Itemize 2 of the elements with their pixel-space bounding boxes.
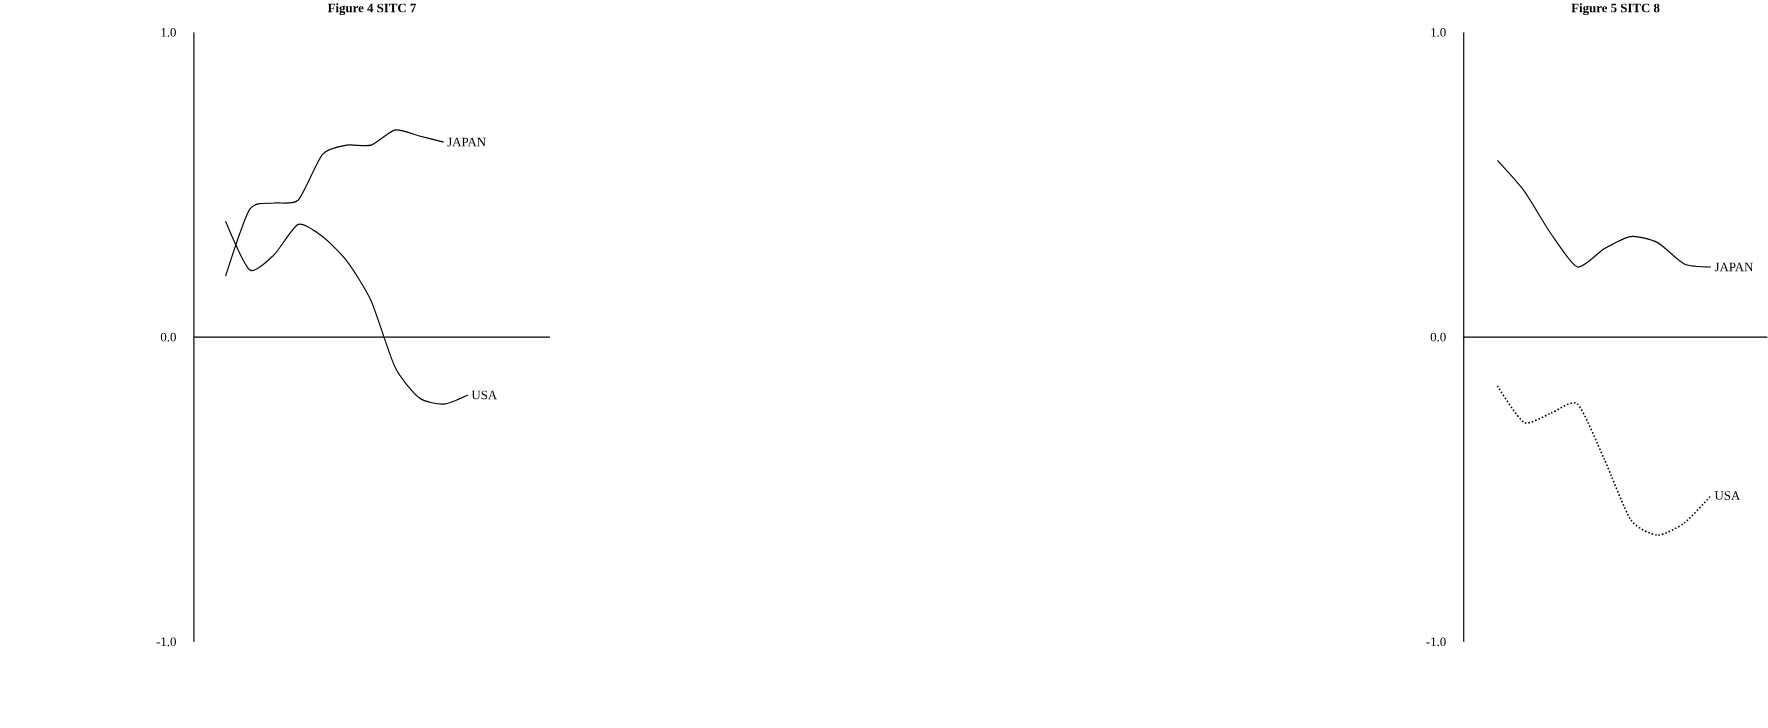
line-series: [1496, 385, 1712, 537]
line-series: [1496, 160, 1712, 269]
